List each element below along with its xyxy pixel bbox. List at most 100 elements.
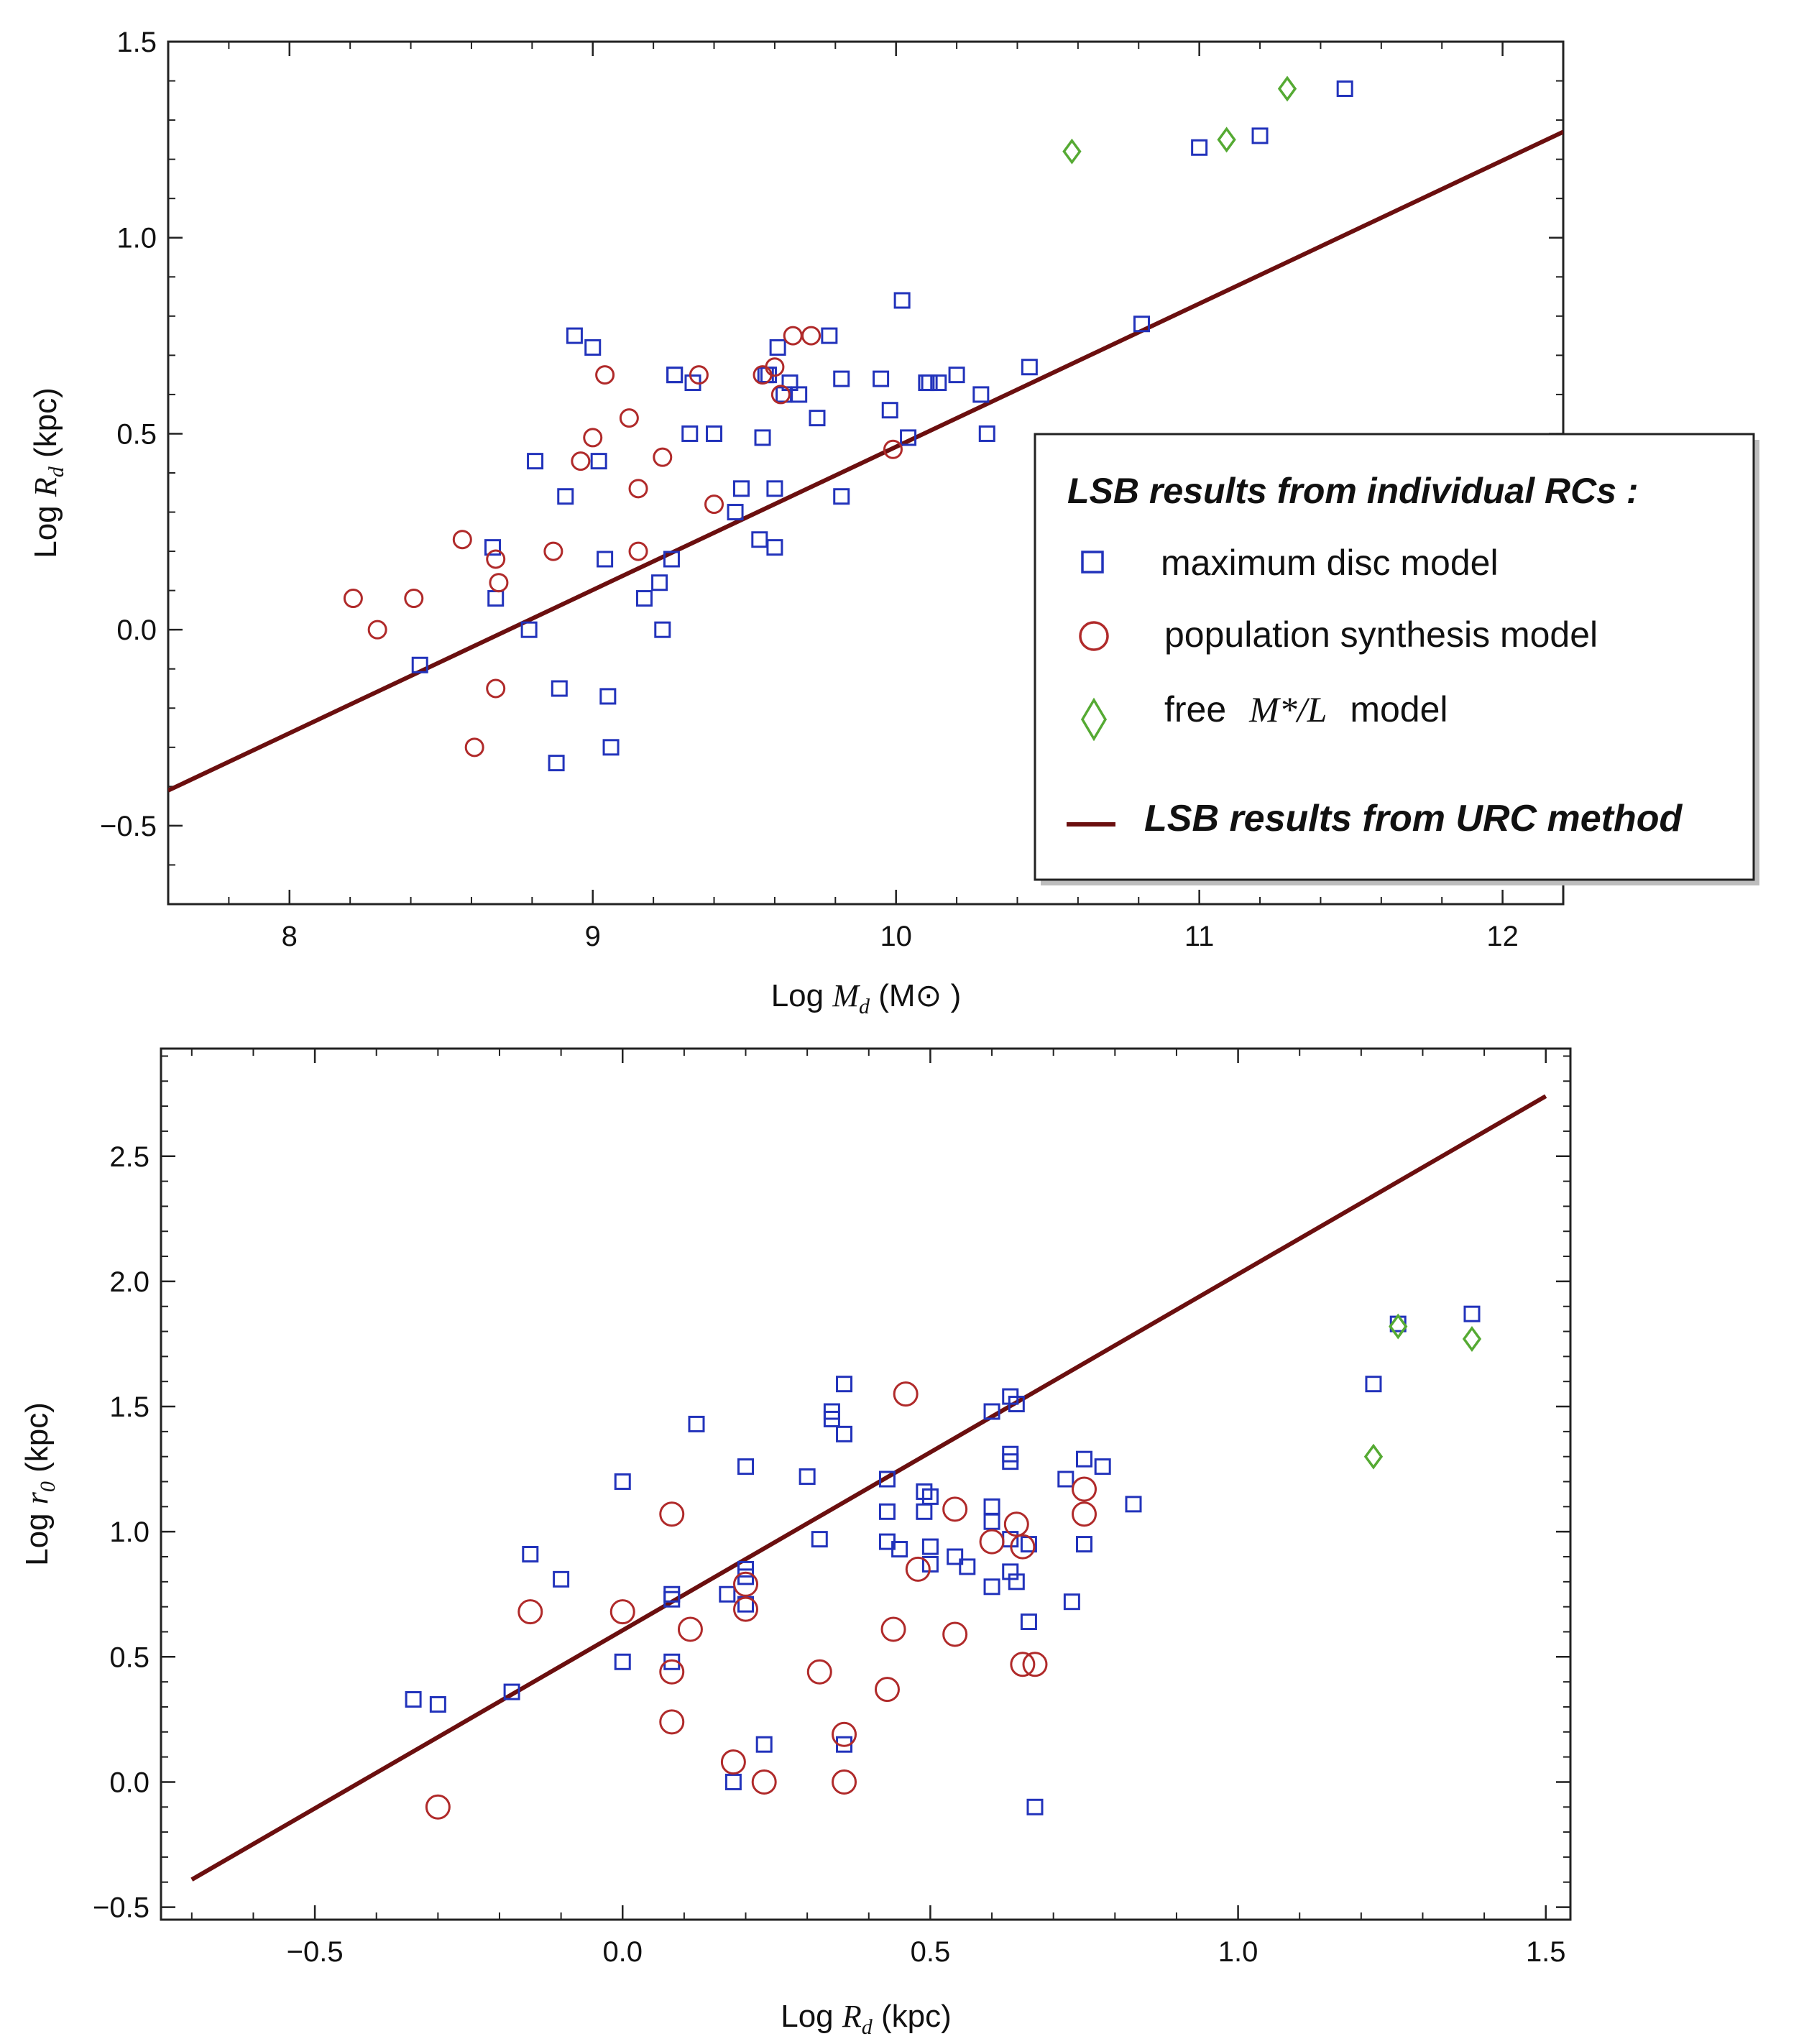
data-point-square [654, 621, 671, 638]
minor-ticks [167, 41, 1564, 904]
data-point-square [766, 480, 783, 497]
data-point-circle [1010, 1534, 1036, 1560]
data-point-circle [704, 494, 724, 515]
x-tick-label: 1.5 [1526, 1936, 1566, 1968]
data-point-square [1365, 1376, 1382, 1393]
data-point-diamond [1389, 1313, 1408, 1340]
data-point-square [836, 1376, 853, 1393]
data-point-square [921, 374, 938, 392]
data-point-square [1063, 1593, 1080, 1611]
x-tick-label: 12 [1486, 921, 1519, 952]
data-point-square [1191, 139, 1208, 156]
data-point-square [666, 367, 684, 384]
data-point-circle [595, 365, 615, 385]
data-point-square [503, 1683, 520, 1700]
data-point-square [978, 425, 995, 442]
data-point-circle [628, 541, 648, 561]
data-point-square [809, 410, 826, 427]
data-point-circle [571, 451, 591, 471]
data-point-circle [801, 326, 822, 346]
data-point-square [1125, 1496, 1142, 1513]
data-point-diamond [1363, 1443, 1384, 1470]
data-point-square [1021, 359, 1038, 376]
y-tick-label: 1.0 [109, 1516, 149, 1548]
legend-circle-marker [1079, 621, 1109, 651]
data-point-circle [733, 1571, 759, 1597]
data-point-circle [452, 530, 472, 550]
x-tick-label: 9 [585, 921, 601, 952]
y-tick-label: 1.5 [116, 27, 157, 58]
data-point-square [663, 1590, 681, 1608]
data-point-square [766, 539, 783, 556]
y-tick-label: 0.0 [109, 1767, 149, 1798]
data-point-diamond [1277, 75, 1297, 102]
data-point-square [1133, 316, 1150, 333]
data-point-square [1094, 1458, 1111, 1476]
data-point-circle [832, 1769, 857, 1795]
legend-diamond-label-post: model [1350, 689, 1448, 729]
data-point-circle [783, 326, 803, 346]
series-diamond [1062, 75, 1297, 165]
legend-diamond-marker [1080, 697, 1108, 742]
data-point-square [836, 1425, 853, 1442]
data-point-circle [543, 541, 563, 561]
data-point-square [688, 1415, 705, 1432]
data-point-square [930, 374, 947, 392]
data-point-square [921, 1538, 939, 1555]
minor-ticks [161, 1049, 1570, 1920]
data-point-circle [1003, 1511, 1029, 1537]
data-point-square [553, 1570, 570, 1588]
data-point-circle [893, 1381, 919, 1407]
legend-square-label: maximum disc model [1161, 543, 1499, 583]
legend-diamond-label-pre: free [1164, 689, 1226, 729]
y-tick-label: −0.5 [100, 811, 157, 842]
data-point-circle [517, 1599, 543, 1625]
data-point-square [527, 453, 544, 470]
y-tick-label: 0.0 [116, 614, 157, 646]
data-point-square [873, 370, 890, 387]
data-point-square [719, 1585, 736, 1603]
data-point-circle [659, 1709, 685, 1735]
x-axis-label: Log Md (M⊙ ) [771, 978, 962, 1018]
data-point-circle [883, 439, 903, 459]
data-point-square [651, 574, 668, 591]
legend-circle-label: population synthesis model [1164, 614, 1598, 655]
data-point-square [732, 480, 750, 497]
y-axis-label: Log r0 (kpc) [19, 1402, 60, 1566]
x-axis-label: Log Rd (kpc) [781, 1999, 952, 2039]
data-point-square [881, 402, 898, 419]
data-point-circle [832, 1721, 857, 1747]
data-point-circle [1010, 1652, 1036, 1677]
data-point-circle [806, 1659, 832, 1685]
data-point-diamond [1217, 126, 1236, 153]
data-point-square [1463, 1305, 1481, 1322]
data-point-circle [979, 1529, 1005, 1555]
series-circle [343, 326, 903, 758]
data-point-square [1020, 1613, 1037, 1631]
data-point-square [548, 755, 565, 772]
data-point-square [983, 1498, 1000, 1515]
data-point-circle [880, 1616, 906, 1642]
data-point-square [900, 429, 917, 446]
x-tick-label: 0.5 [911, 1936, 951, 1968]
data-point-circle [486, 678, 506, 699]
data-point-circle [1071, 1476, 1097, 1502]
y-tick-label: 2.0 [109, 1266, 149, 1298]
data-point-square [972, 386, 990, 403]
data-point-square [823, 1410, 840, 1427]
data-point-circle [751, 1769, 777, 1795]
y-axis-label: Log Rd (kpc) [28, 387, 68, 558]
data-point-circle [689, 365, 709, 385]
data-point-square [681, 425, 699, 442]
data-point-square [959, 1558, 976, 1575]
y-tick-label: 2.5 [109, 1141, 149, 1173]
data-point-square [833, 370, 850, 387]
data-point-square [751, 531, 768, 548]
data-point-square [429, 1695, 446, 1713]
data-point-circle [753, 365, 773, 385]
x-tick-label: 0.0 [602, 1936, 643, 1968]
y-tick-label: 0.5 [109, 1642, 149, 1673]
data-point-circle [583, 428, 603, 448]
data-point-square [520, 621, 538, 638]
data-point-circle [733, 1596, 759, 1622]
